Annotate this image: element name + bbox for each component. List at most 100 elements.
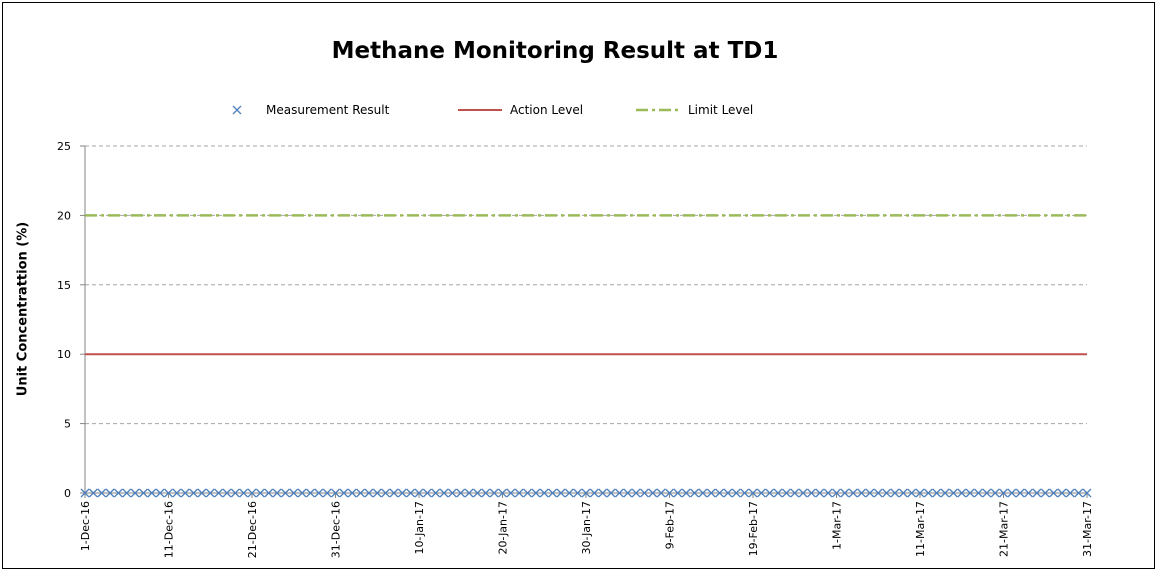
data-point	[1082, 488, 1092, 498]
data-point	[523, 488, 533, 498]
data-point	[698, 488, 708, 498]
data-point	[564, 488, 574, 498]
y-tick-label: 25	[57, 140, 71, 153]
data-point	[773, 488, 783, 498]
x-tick-label: 19-Feb-17	[747, 501, 760, 556]
data-point	[848, 488, 858, 498]
data-point	[656, 488, 666, 498]
data-point	[289, 488, 299, 498]
data-point	[1024, 488, 1034, 498]
data-point	[514, 488, 524, 498]
data-point	[456, 488, 466, 498]
legend-item-measurement: Measurement Result	[230, 100, 389, 120]
data-point	[1032, 488, 1042, 498]
data-point	[372, 488, 382, 498]
data-point	[331, 488, 340, 498]
data-point	[280, 488, 290, 498]
data-point	[155, 488, 165, 498]
y-tick-label: 0	[64, 487, 71, 500]
data-point	[999, 488, 1008, 498]
legend-label-limit: Limit Level	[688, 103, 754, 117]
data-point	[823, 488, 833, 498]
data-point	[990, 488, 1000, 498]
data-point	[623, 488, 633, 498]
data-point	[531, 488, 541, 498]
legend-label-action: Action Level	[510, 103, 584, 117]
y-tick-label: 10	[57, 348, 71, 361]
data-point	[756, 488, 766, 498]
data-point	[665, 488, 674, 498]
dash-dot-line-icon	[636, 108, 680, 112]
x-tick-label: 31-Dec-16	[330, 501, 343, 558]
data-point	[690, 488, 700, 498]
y-tick-label: 5	[64, 418, 71, 431]
data-point	[264, 488, 274, 498]
data-point	[840, 488, 850, 498]
data-point	[439, 488, 449, 498]
data-point	[1065, 488, 1075, 498]
data-point	[506, 488, 516, 498]
data-point	[940, 488, 950, 498]
data-point	[431, 488, 441, 498]
x-tick-label: 9-Feb-17	[664, 501, 677, 549]
data-point	[88, 488, 98, 498]
data-point	[347, 488, 357, 498]
data-point	[272, 488, 282, 498]
data-point	[247, 488, 257, 498]
data-point	[406, 488, 416, 498]
data-point	[815, 488, 825, 498]
data-point	[1074, 488, 1084, 498]
y-tick-label: 20	[57, 209, 71, 222]
data-point	[205, 488, 215, 498]
data-point	[397, 488, 407, 498]
legend-label-measurement: Measurement Result	[266, 103, 390, 117]
data-point	[122, 488, 132, 498]
data-point	[857, 488, 867, 498]
data-point	[915, 488, 925, 498]
data-point	[105, 488, 115, 498]
x-tick-label: 20-Jan-17	[497, 501, 510, 555]
chart-title: Methane Monitoring Result at TD1	[331, 38, 779, 64]
chart-frame	[2, 2, 1155, 569]
data-point	[222, 488, 232, 498]
data-point	[598, 488, 608, 498]
data-point	[923, 488, 933, 498]
x-tick-label: 30-Jan-17	[580, 501, 593, 555]
data-point	[113, 488, 123, 498]
data-point	[639, 488, 649, 498]
data-point	[472, 488, 482, 498]
data-point	[481, 488, 491, 498]
data-point	[606, 488, 616, 498]
data-point	[556, 488, 566, 498]
data-point	[230, 488, 240, 498]
data-point	[314, 488, 324, 498]
data-point	[965, 488, 975, 498]
x-marker-icon	[232, 105, 242, 115]
data-point	[890, 488, 900, 498]
x-tick-label: 21-Mar-17	[998, 501, 1011, 557]
data-point	[748, 488, 758, 498]
data-point	[189, 488, 199, 498]
data-point	[982, 488, 992, 498]
data-point	[1057, 488, 1067, 498]
data-point	[214, 488, 224, 498]
data-point	[489, 488, 499, 498]
data-point	[898, 488, 908, 498]
x-tick-label: 21-Dec-16	[246, 501, 259, 558]
legend: Measurement Result Action Level Limit Le…	[0, 100, 1161, 120]
data-point	[97, 488, 107, 498]
data-point	[447, 488, 457, 498]
data-point	[464, 488, 474, 498]
data-point	[1040, 488, 1050, 498]
data-point	[873, 488, 883, 498]
data-point	[356, 488, 366, 498]
data-point	[130, 488, 140, 498]
x-tick-label: 1-Mar-17	[831, 501, 844, 550]
data-point	[414, 488, 424, 498]
data-point	[723, 488, 733, 498]
data-point	[781, 488, 791, 498]
legend-item-limit: Limit Level	[636, 100, 753, 120]
data-point	[832, 488, 841, 498]
data-point	[239, 488, 249, 498]
